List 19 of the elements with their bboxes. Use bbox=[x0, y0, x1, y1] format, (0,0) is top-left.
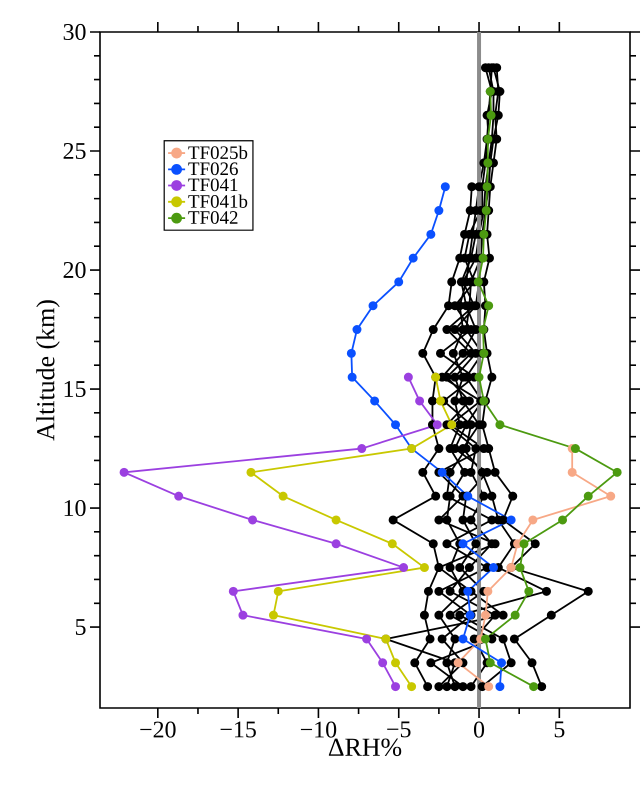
x-tick-label: 5 bbox=[554, 722, 564, 738]
y-tick-label: 25 bbox=[64, 142, 86, 160]
legend-label: TF026 bbox=[188, 162, 238, 176]
y-tick-label: 30 bbox=[64, 24, 86, 40]
legend-label: TF042 bbox=[188, 211, 238, 224]
x-tick-label: −20 bbox=[140, 722, 176, 738]
legend-label: TF041b bbox=[188, 194, 248, 208]
legend-label: TF041 bbox=[188, 178, 238, 192]
y-axis-title: Altitude (km) bbox=[36, 300, 60, 441]
x-tick-label: −10 bbox=[300, 722, 336, 738]
legend-label: TF025b bbox=[188, 146, 248, 160]
x-tick-label: −15 bbox=[220, 722, 256, 738]
y-tick-label: 10 bbox=[64, 500, 86, 516]
x-tick-label: 0 bbox=[474, 722, 484, 738]
y-tick-label: 5 bbox=[76, 619, 86, 636]
x-tick-label: −5 bbox=[387, 722, 411, 738]
y-tick-label: 15 bbox=[64, 381, 86, 398]
x-axis-title: ΔRH% bbox=[328, 738, 402, 756]
y-tick-label: 20 bbox=[64, 262, 86, 278]
